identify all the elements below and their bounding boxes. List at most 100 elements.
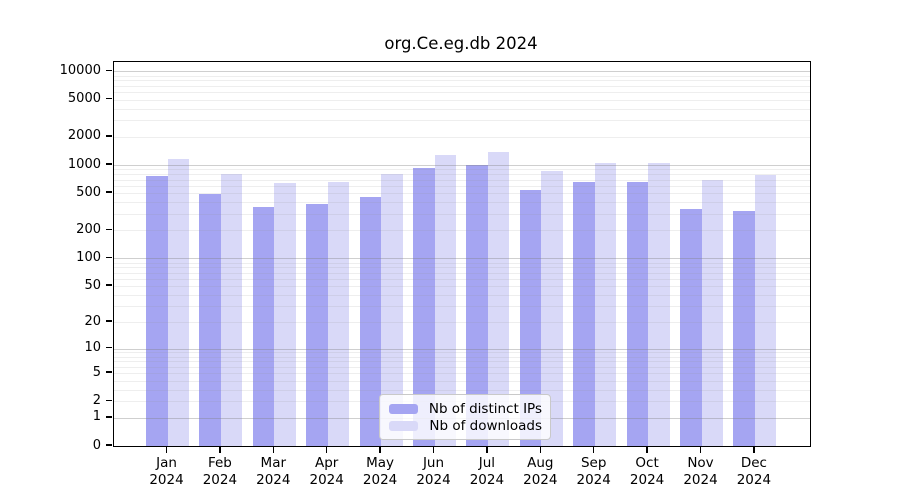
x-tick-label-feb: Feb 2024 [190, 455, 250, 489]
x-tick-oct [646, 447, 648, 453]
year-label: 2024 [256, 472, 291, 488]
bar-distinct-ips-mar [252, 207, 275, 446]
bar-downloads-may [381, 173, 403, 446]
bar-downloads-nov [701, 179, 723, 446]
bar-downloads-feb [220, 174, 243, 446]
x-tick-dec [753, 447, 755, 453]
bar-downloads-mar [274, 182, 296, 446]
minor-gridline-2000 [114, 136, 810, 138]
month-label: Sep [580, 455, 607, 471]
minor-gridline-8000 [114, 80, 810, 82]
y-tick-500 [106, 191, 112, 193]
y-tick-10000 [106, 69, 112, 72]
x-tick-jul [486, 447, 488, 453]
month-label: Jul [478, 455, 496, 471]
bar-distinct-ips-dec [733, 211, 755, 446]
year-label: 2024 [202, 472, 238, 488]
bar-distinct-ips-aug [519, 190, 542, 446]
x-tick-label-apr: Apr 2024 [297, 455, 357, 489]
minor-gridline-800 [114, 174, 810, 176]
bar-downloads-jul [487, 152, 510, 446]
month-label: Jan [156, 455, 177, 471]
year-label: 2024 [362, 472, 398, 488]
y-tick-label-100: 100 [76, 249, 101, 265]
year-label: 2024 [469, 472, 505, 488]
y-tick-20 [106, 320, 112, 322]
bar-downloads-jun [434, 155, 456, 446]
x-tick-label-may: May 2024 [350, 455, 410, 489]
y-tick-1 [106, 416, 112, 418]
bar-downloads-sep [594, 163, 617, 446]
x-tick-label-aug: Aug 2024 [510, 455, 570, 489]
major-gridline-1000 [114, 165, 810, 166]
y-tick-label-10000: 10000 [59, 62, 101, 78]
legend-swatch-icon [389, 403, 418, 414]
legend-label: Nb of distinct IPs [428, 400, 542, 417]
plot-area: Nb of distinct IPs Nb of downloads [113, 61, 811, 447]
bar-downloads-oct [648, 162, 670, 446]
x-tick-mar [272, 447, 275, 453]
y-tick-label-200: 200 [76, 221, 101, 237]
bar-distinct-ips-oct [626, 182, 649, 446]
bar-distinct-ips-jul [466, 165, 488, 446]
year-label: 2024 [576, 472, 611, 488]
year-label: 2024 [629, 472, 665, 488]
x-tick-label-jul: Jul 2024 [457, 455, 517, 489]
y-tick-label-20: 20 [84, 313, 101, 329]
y-tick-5000 [106, 97, 112, 100]
y-tick-1000 [106, 163, 112, 165]
major-gridline-10000 [114, 71, 810, 73]
month-label: Feb [207, 455, 232, 471]
month-label: Dec [740, 455, 767, 471]
year-label: 2024 [523, 472, 558, 488]
x-tick-label-nov: Nov 2024 [671, 455, 731, 489]
x-tick-label-dec: Dec 2024 [724, 455, 784, 489]
bar-downloads-dec [754, 174, 777, 446]
month-label: May [366, 455, 395, 471]
y-tick-label-5000: 5000 [67, 91, 101, 107]
y-tick-label-2000: 2000 [67, 128, 101, 144]
x-tick-label-jun: Jun 2024 [404, 455, 464, 489]
bar-distinct-ips-jun [413, 168, 435, 446]
bar-downloads-apr [327, 181, 350, 446]
y-tick-label-0: 0 [92, 437, 101, 453]
bar-downloads-aug [541, 171, 563, 446]
x-tick-label-mar: Mar 2024 [243, 455, 303, 489]
x-tick-label-sep: Sep 2024 [564, 455, 624, 489]
x-tick-label-jan: Jan 2024 [137, 455, 197, 489]
minor-gridline-9000 [114, 75, 810, 77]
x-tick-nov [699, 447, 702, 453]
bar-distinct-ips-sep [573, 182, 595, 446]
month-label: Aug [527, 455, 554, 471]
month-label: Apr [315, 455, 339, 471]
y-tick-50 [106, 284, 112, 286]
minor-gridline-7000 [114, 85, 810, 87]
x-tick-feb [219, 447, 221, 453]
minor-gridline-4000 [114, 108, 810, 110]
year-label: 2024 [309, 472, 344, 488]
y-tick-label-50: 50 [84, 277, 101, 293]
legend-row-distinct-ips: Nb of distinct IPs [386, 400, 542, 417]
y-tick-label-2: 2 [92, 392, 101, 408]
x-tick-aug [539, 447, 542, 453]
bar-distinct-ips-nov [680, 208, 702, 446]
x-tick-may [379, 447, 381, 453]
y-tick-0 [106, 444, 112, 446]
y-tick-10 [106, 346, 112, 349]
y-tick-label-500: 500 [76, 184, 101, 200]
x-tick-label-oct: Oct 2024 [617, 455, 677, 489]
legend: Nb of distinct IPs Nb of downloads [379, 394, 551, 440]
bar-distinct-ips-apr [306, 204, 328, 446]
x-tick-jun [432, 447, 435, 453]
y-tick-label-10: 10 [84, 340, 101, 355]
bar-distinct-ips-may [359, 197, 382, 446]
year-label: 2024 [416, 472, 451, 488]
year-label: 2024 [683, 472, 718, 488]
minor-gridline-6000 [114, 92, 810, 94]
legend-label: Nb of downloads [429, 417, 542, 434]
x-tick-jan [165, 447, 168, 453]
y-tick-2 [106, 399, 112, 402]
minor-gridline-900 [114, 169, 810, 171]
y-tick-100 [106, 256, 112, 259]
